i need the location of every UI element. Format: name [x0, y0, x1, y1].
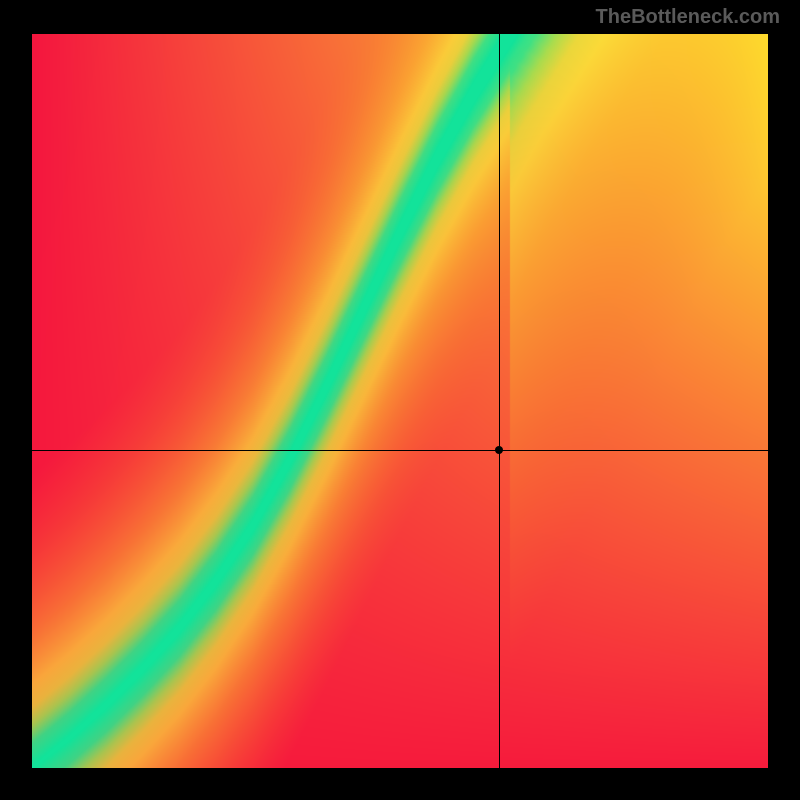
watermark-text: TheBottleneck.com — [596, 6, 780, 29]
bottleneck-heatmap-canvas — [32, 34, 768, 768]
crosshair-vertical — [499, 34, 500, 768]
crosshair-horizontal — [32, 450, 768, 451]
crosshair-marker-dot — [495, 446, 503, 454]
